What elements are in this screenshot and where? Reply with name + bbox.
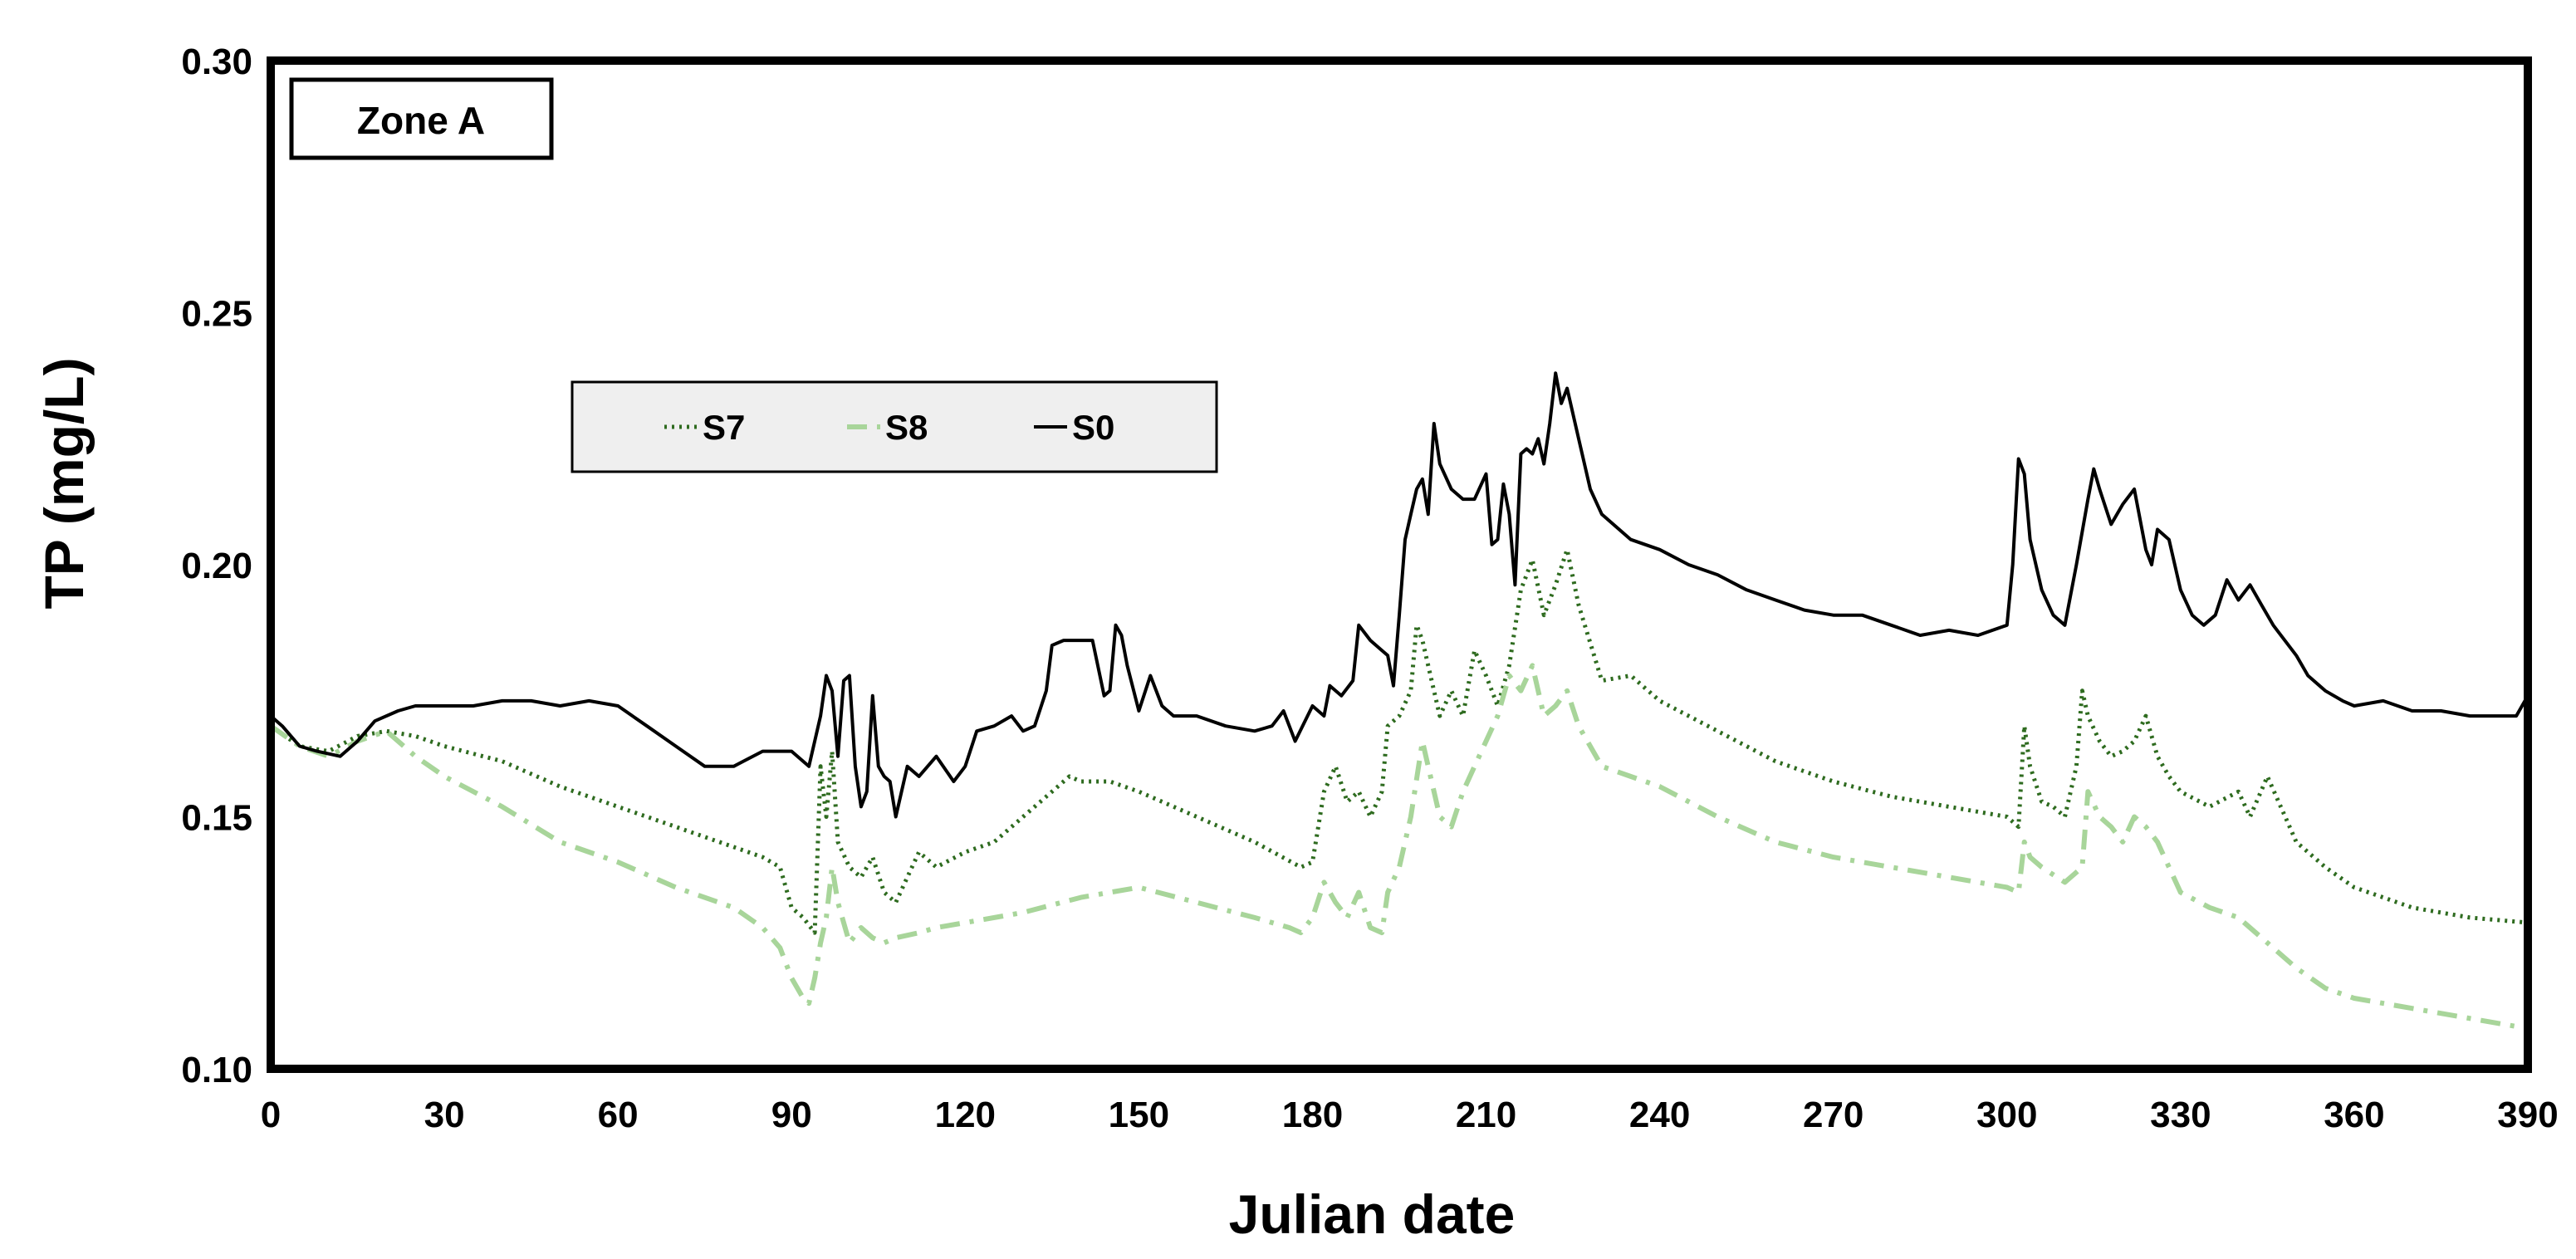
series-line-s8	[269, 663, 2529, 1031]
x-tick-label: 90	[771, 1095, 812, 1135]
zone-annotation-box: Zone A	[289, 77, 554, 160]
y-tick-label: 0.30	[181, 42, 252, 82]
legend-item-s8: S8	[847, 408, 928, 447]
legend-item-s0: S0	[1034, 408, 1114, 447]
x-tick-label: 120	[935, 1095, 996, 1135]
legend-label-s8: S8	[885, 408, 928, 447]
x-tick-label: 330	[2150, 1095, 2211, 1135]
y-tick-label: 0.15	[181, 798, 252, 839]
y-tick-label: 0.20	[181, 546, 252, 586]
x-tick-label: 210	[1456, 1095, 1516, 1135]
zone-annotation-text: Zone A	[357, 99, 485, 142]
x-tick-label: 150	[1109, 1095, 1169, 1135]
series-line-s0	[269, 371, 2529, 819]
legend-item-s7: S7	[664, 408, 745, 447]
x-tick-label: 270	[1803, 1095, 1863, 1135]
x-tick-label: 390	[2497, 1095, 2558, 1135]
legend-label-s7: S7	[703, 408, 745, 447]
y-tick-label: 0.10	[181, 1050, 252, 1090]
x-tick-label: 60	[598, 1095, 639, 1135]
x-axis-title: Julian date	[1229, 1183, 1516, 1245]
legend-label-s0: S0	[1072, 408, 1114, 447]
legend-entries: S7 S8 S0	[664, 408, 1114, 447]
x-tick-label: 30	[424, 1095, 465, 1135]
y-tick-label: 0.25	[181, 294, 252, 335]
tick-layer: 0 30 60 90 120 150 180 210 240 270 300 330 360 390 0.1…	[181, 42, 2558, 1135]
legend: S7 S8 S0	[571, 380, 1218, 473]
x-tick-label: 0	[261, 1095, 281, 1135]
y-axis-title: TP (mg/L)	[33, 357, 95, 609]
x-tick-label: 180	[1282, 1095, 1343, 1135]
x-tick-label: 300	[1976, 1095, 2037, 1135]
x-tick-label: 360	[2324, 1095, 2384, 1135]
x-tick-label: 240	[1629, 1095, 1690, 1135]
series-layer	[269, 371, 2529, 1031]
plot-area-frame	[267, 56, 2532, 1073]
